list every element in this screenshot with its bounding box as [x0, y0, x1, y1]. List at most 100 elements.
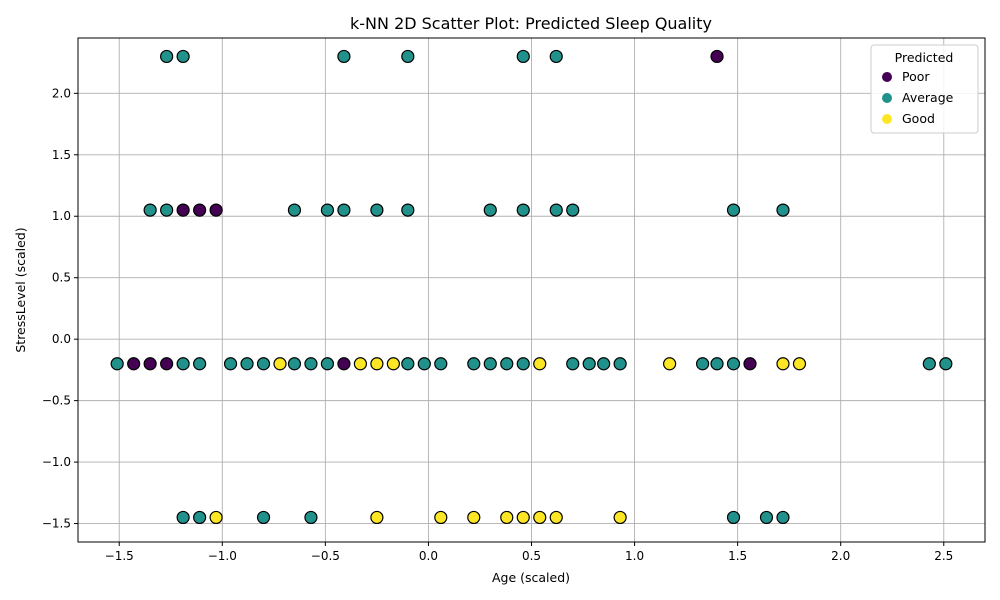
point-good: [370, 510, 384, 525]
point-poor: [127, 357, 141, 371]
point-average: [176, 49, 190, 64]
y-tick-label: −0.5: [42, 394, 71, 408]
point-average: [401, 49, 415, 64]
x-tick-label: 0.5: [522, 549, 541, 563]
point-good: [613, 510, 627, 525]
point-good: [467, 510, 481, 525]
legend-marker-average: [882, 93, 892, 103]
point-poor: [143, 357, 157, 371]
point-average: [549, 49, 563, 64]
point-average: [417, 357, 431, 371]
legend-marker-good: [882, 114, 892, 124]
chart-title: k-NN 2D Scatter Plot: Predicted Sleep Qu…: [350, 14, 712, 33]
point-average: [776, 510, 790, 525]
point-good: [549, 510, 563, 525]
point-average: [613, 357, 627, 371]
point-average: [516, 203, 530, 217]
x-tick-label: 2.0: [831, 549, 850, 563]
point-poor: [743, 357, 757, 371]
point-average: [337, 49, 351, 64]
point-good: [516, 510, 530, 525]
point-average: [726, 357, 741, 371]
point-average: [304, 357, 318, 371]
point-good: [273, 357, 287, 371]
point-average: [287, 203, 302, 217]
point-average: [337, 203, 351, 217]
point-average: [922, 357, 936, 371]
data-points: [110, 49, 953, 525]
point-average: [500, 357, 514, 371]
x-tick-label: 1.5: [728, 549, 747, 563]
point-poor: [176, 203, 190, 217]
point-good: [533, 510, 547, 525]
point-average: [110, 357, 124, 371]
point-average: [193, 510, 207, 525]
point-average: [193, 357, 207, 371]
point-average: [467, 357, 481, 371]
x-tick-label: 1.0: [625, 549, 644, 563]
x-tick-label: −1.5: [105, 549, 134, 563]
point-average: [401, 357, 415, 371]
point-average: [483, 203, 497, 217]
point-average: [516, 49, 530, 64]
gridlines: [78, 38, 985, 542]
legend-box: [870, 44, 979, 134]
point-average: [726, 510, 741, 525]
legend-title: Predicted: [895, 50, 954, 65]
point-average: [176, 357, 190, 371]
point-good: [663, 357, 677, 371]
point-average: [160, 49, 174, 64]
point-average: [143, 203, 157, 217]
point-good: [776, 357, 790, 371]
y-tick-label: 0.0: [52, 332, 71, 346]
point-good: [353, 357, 368, 371]
point-poor: [209, 203, 223, 217]
point-average: [710, 357, 724, 371]
point-average: [483, 357, 497, 371]
point-average: [256, 357, 271, 371]
x-tick-label: 0.0: [419, 549, 438, 563]
point-poor: [193, 203, 207, 217]
point-poor: [710, 49, 724, 64]
point-average: [549, 203, 563, 217]
point-good: [370, 357, 384, 371]
point-average: [256, 510, 271, 525]
point-average: [176, 510, 190, 525]
point-good: [792, 357, 807, 371]
point-good: [386, 357, 400, 371]
x-tick-label: −1.0: [208, 549, 237, 563]
legend-label-good: Good: [902, 111, 935, 126]
point-average: [320, 203, 335, 217]
y-tick-label: 1.0: [52, 209, 71, 223]
point-average: [304, 510, 318, 525]
point-average: [401, 203, 415, 217]
point-average: [160, 203, 174, 217]
point-average: [582, 357, 596, 371]
y-axis-label: StressLevel (scaled): [13, 227, 28, 352]
point-average: [695, 357, 710, 371]
x-tick-label: −0.5: [311, 549, 340, 563]
point-poor: [337, 357, 351, 371]
y-tick-label: 0.5: [52, 271, 71, 285]
point-good: [209, 510, 223, 525]
point-poor: [160, 357, 174, 371]
y-axis-ticks: −1.5 −1.0 −0.5 0.0 0.5 1.0 1.5 2.0: [42, 86, 78, 531]
point-average: [726, 203, 741, 217]
y-tick-label: −1.5: [42, 517, 71, 531]
point-average: [597, 357, 611, 371]
point-average: [370, 203, 384, 217]
point-average: [516, 357, 530, 371]
point-good: [434, 510, 448, 525]
y-tick-label: 2.0: [52, 86, 71, 100]
point-average: [566, 203, 580, 217]
point-average: [223, 357, 238, 371]
legend: Predicted Poor Average Good: [870, 44, 979, 134]
point-good: [500, 510, 514, 525]
point-average: [320, 357, 335, 371]
point-average: [566, 357, 580, 371]
point-average: [287, 357, 302, 371]
legend-label-poor: Poor: [902, 69, 930, 84]
point-average: [939, 357, 953, 371]
point-average: [759, 510, 774, 525]
